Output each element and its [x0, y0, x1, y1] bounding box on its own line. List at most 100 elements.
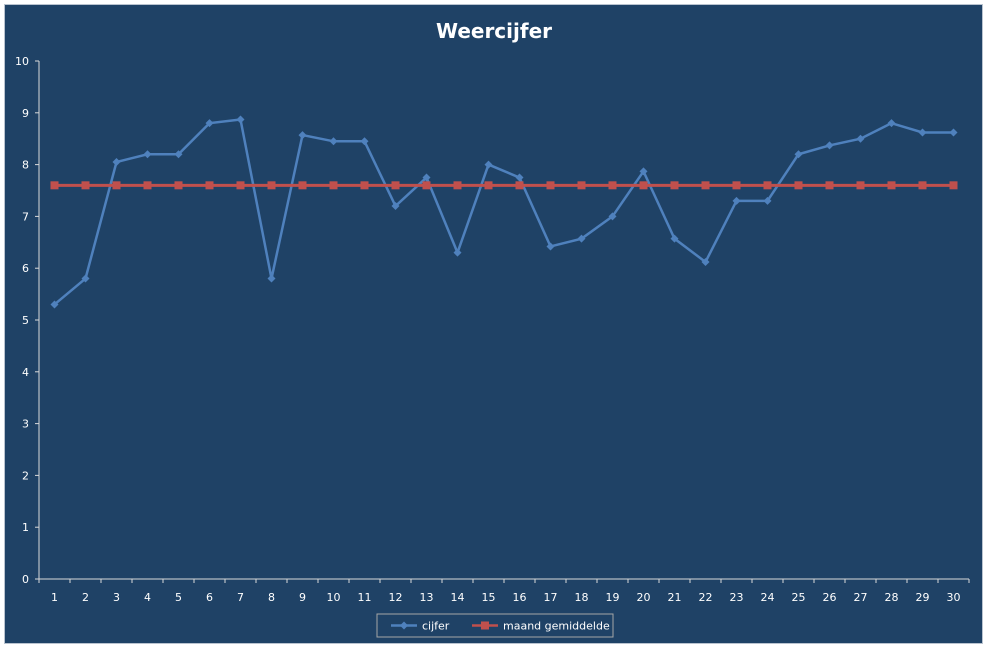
- chart-area: Weercijfer 0 1 2 3 4 5 6 7 8 9 10 1 2 3 4 5 6 7 8 9 10 11 12 1…: [4, 4, 983, 644]
- y-tick-label: 0: [22, 573, 29, 586]
- x-axis: 1 2 3 4 5 6 7 8 9 10 11 12 13 14 15 16 17 18 19 20 21 22 23 24 2…: [38, 578, 970, 604]
- x-tick-label: 6: [206, 591, 213, 604]
- y-tick-label: 9: [22, 107, 29, 120]
- data-point: [515, 173, 524, 182]
- legend-box: [376, 613, 614, 638]
- data-point: [298, 181, 307, 190]
- data-point: [205, 181, 214, 190]
- data-point: [360, 181, 369, 190]
- data-point: [50, 181, 59, 190]
- data-point: [267, 181, 276, 190]
- data-point: [50, 300, 59, 309]
- data-point: [174, 181, 183, 190]
- x-tick-label: 17: [544, 591, 558, 604]
- chart-title: Weercijfer: [436, 19, 552, 43]
- data-point: [453, 181, 462, 190]
- y-tick-label: 7: [22, 210, 29, 223]
- y-tick-label: 6: [22, 262, 29, 275]
- data-point: [856, 134, 865, 143]
- data-point: [81, 181, 90, 190]
- x-tick-label: 7: [237, 591, 244, 604]
- data-point: [236, 115, 245, 124]
- y-tick-label: 8: [22, 159, 29, 172]
- series-cijfer: [50, 115, 958, 309]
- data-point: [670, 181, 679, 190]
- data-point: [81, 274, 90, 283]
- x-tick-label: 30: [947, 591, 961, 604]
- x-tick-label: 18: [575, 591, 589, 604]
- x-tick-label: 28: [885, 591, 899, 604]
- data-point: [732, 196, 741, 205]
- y-tick-label: 4: [22, 366, 29, 379]
- data-point: [546, 181, 555, 190]
- x-tick-label: 12: [389, 591, 403, 604]
- data-point: [763, 181, 772, 190]
- series-line: [53, 118, 954, 306]
- x-tick-label: 29: [916, 591, 930, 604]
- x-tick-label: 4: [144, 591, 151, 604]
- data-point: [422, 173, 431, 182]
- data-point: [112, 158, 121, 167]
- data-point: [360, 137, 369, 146]
- legend-marker: [481, 621, 489, 630]
- y-tick-label: 1: [22, 521, 29, 534]
- data-point: [391, 202, 400, 211]
- data-point: [639, 181, 648, 190]
- data-point: [701, 257, 710, 266]
- data-point: [763, 196, 772, 205]
- data-point: [329, 181, 338, 190]
- x-tick-label: 14: [451, 591, 465, 604]
- x-tick-label: 24: [761, 591, 775, 604]
- data-point: [825, 141, 834, 150]
- data-point: [298, 131, 307, 140]
- x-tick-label: 21: [668, 591, 682, 604]
- data-point: [422, 181, 431, 190]
- data-point: [639, 167, 648, 176]
- data-point: [515, 181, 524, 190]
- x-tick-label: 8: [268, 591, 275, 604]
- x-tick-label: 1: [51, 591, 58, 604]
- legend: cijfer maand gemiddelde: [376, 613, 614, 638]
- data-point: [143, 150, 152, 159]
- data-point: [608, 181, 617, 190]
- data-point: [918, 128, 927, 137]
- series-maand-gemiddelde: [50, 181, 958, 190]
- x-tick-label: 2: [82, 591, 89, 604]
- data-point: [701, 181, 710, 190]
- x-tick-label: 9: [299, 591, 306, 604]
- data-point: [577, 181, 586, 190]
- y-tick-label: 10: [15, 55, 29, 68]
- data-point: [794, 150, 803, 159]
- data-point: [329, 137, 338, 146]
- x-tick-label: 3: [113, 591, 120, 604]
- data-point: [918, 181, 927, 190]
- x-tick-label: 27: [854, 591, 868, 604]
- data-point: [608, 212, 617, 221]
- x-tick-label: 5: [175, 591, 182, 604]
- data-point: [670, 234, 679, 243]
- y-tick-label: 5: [22, 314, 29, 327]
- legend-label: cijfer: [422, 620, 450, 633]
- data-point: [887, 181, 896, 190]
- x-tick-label: 19: [606, 591, 620, 604]
- data-point: [236, 181, 245, 190]
- x-tick-label: 26: [823, 591, 837, 604]
- y-tick-label: 2: [22, 469, 29, 482]
- data-point: [391, 181, 400, 190]
- data-point: [205, 119, 214, 128]
- series-layer: [50, 115, 958, 309]
- x-tick-label: 15: [482, 591, 496, 604]
- data-point: [577, 234, 586, 243]
- x-tick-label: 10: [327, 591, 341, 604]
- data-point: [484, 181, 493, 190]
- data-point: [112, 181, 121, 190]
- data-point: [143, 181, 152, 190]
- data-point: [174, 150, 183, 159]
- data-point: [546, 242, 555, 251]
- data-point: [856, 181, 865, 190]
- x-tick-label: 20: [637, 591, 651, 604]
- x-tick-label: 25: [792, 591, 806, 604]
- data-point: [267, 274, 276, 283]
- legend-label: maand gemiddelde: [503, 620, 610, 633]
